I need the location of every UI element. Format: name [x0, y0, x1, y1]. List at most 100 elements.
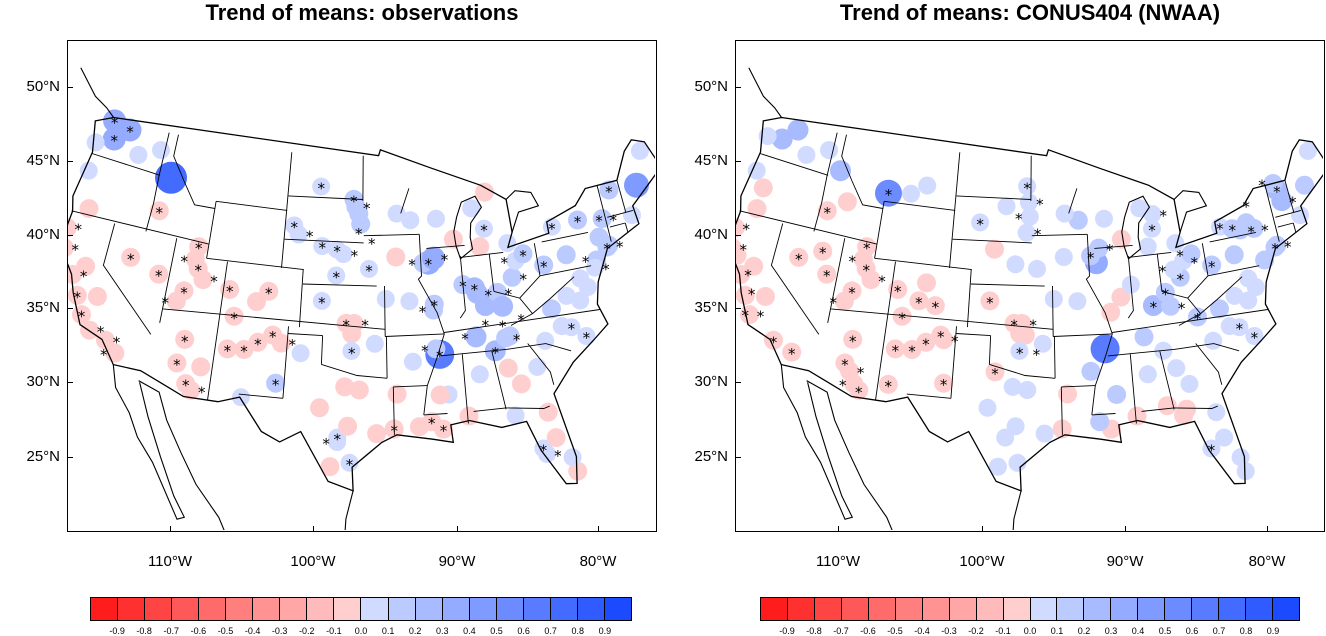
colorbar-bin [334, 598, 361, 620]
colorbar-bin [1246, 598, 1273, 620]
significance-star: * [440, 422, 448, 440]
significance-star: * [155, 267, 163, 285]
significance-star: * [1160, 207, 1168, 225]
station-trend-circle [1095, 210, 1113, 228]
latitude-tick [67, 235, 73, 236]
significance-star: * [1216, 220, 1224, 238]
observations-map: ****************************************… [67, 40, 657, 532]
significance-star: * [230, 309, 238, 327]
station-trend-circle [820, 141, 838, 159]
station-trend-circle [1225, 245, 1244, 264]
colorbar-tick-label: -0.4 [914, 626, 930, 636]
station-trend-circle [1068, 292, 1086, 310]
significance-star: * [181, 332, 189, 350]
state-boundary [174, 135, 215, 209]
colorbar-tick-label: 0.4 [463, 626, 476, 636]
station-trend-circle [88, 287, 107, 306]
significance-star: * [1191, 254, 1199, 272]
colorbar-tick-label: 0.2 [409, 626, 422, 636]
significance-star: * [318, 294, 326, 312]
station-trend-circle [788, 120, 809, 141]
colorbar-tick-label: 0.1 [382, 626, 395, 636]
station-trend-circle [902, 185, 920, 203]
latitude-tick [735, 87, 741, 88]
significance-star: * [333, 243, 341, 261]
station-trend-circle [1130, 199, 1148, 217]
latitude-label: 50°N [678, 78, 728, 95]
significance-star: * [519, 270, 527, 288]
colorbar-bin [443, 598, 470, 620]
significance-star: * [198, 383, 206, 401]
significance-star: * [1247, 223, 1255, 241]
significance-star: * [355, 225, 363, 243]
significance-star: * [554, 447, 562, 465]
station-trend-circle [507, 407, 525, 425]
map-canvas: ****************************************… [68, 41, 655, 530]
station-trend-circle [1006, 255, 1024, 273]
latitude-label: 35°N [678, 299, 728, 316]
station-trend-circle [1018, 381, 1036, 399]
colorbar-bin [1192, 598, 1219, 620]
significance-star: * [180, 284, 188, 302]
significance-star: * [849, 252, 857, 270]
colorbar-tick-label: -0.1 [995, 626, 1011, 636]
significance-star: * [74, 288, 82, 306]
colorbar-bin [551, 598, 578, 620]
station-trend-circle [547, 428, 566, 447]
latitude-label: 40°N [10, 226, 60, 243]
colorbar-tick-label: -0.7 [164, 626, 180, 636]
significance-star: * [915, 294, 923, 312]
significance-star: * [289, 336, 297, 354]
state-boundary [1069, 188, 1077, 213]
colorbar-bin [977, 598, 1004, 620]
station-trend-circle [1028, 260, 1046, 278]
state-boundary [299, 270, 303, 328]
significance-star: * [421, 342, 429, 360]
significance-star: * [1176, 247, 1184, 265]
significance-star: * [226, 283, 234, 301]
coastline [344, 491, 355, 530]
significance-star: * [72, 241, 80, 259]
significance-star: * [75, 221, 83, 239]
significance-star: * [1087, 249, 1095, 267]
station-trend-circle [431, 386, 450, 405]
colorbar-bin [950, 598, 977, 620]
station-trend-circle [564, 448, 582, 466]
station-trend-circle [985, 240, 1004, 259]
significance-star: * [605, 183, 613, 201]
station-trend-circle [80, 162, 98, 180]
significance-star: * [111, 114, 119, 132]
right-panel-title: Trend of means: CONUS404 (NWAA) [735, 0, 1325, 26]
significance-star: * [290, 219, 298, 237]
significance-star: * [898, 309, 906, 327]
significance-star: * [480, 222, 488, 240]
significance-star: * [1148, 222, 1156, 240]
significance-star: * [1023, 179, 1031, 197]
colorbar-tick-label: -0.6 [191, 626, 207, 636]
colorbar-bin [605, 598, 631, 620]
significance-star: * [602, 261, 610, 279]
state-boundary [321, 364, 387, 378]
colorbar-tick-label: 0.6 [517, 626, 530, 636]
significance-star: * [540, 258, 548, 276]
significance-star: * [519, 247, 527, 265]
station-trend-circle [471, 365, 489, 383]
station-trend-circle [1215, 429, 1233, 447]
colorbar-tick-label: -0.5 [218, 626, 234, 636]
colorbar-tick-label: 0.7 [1213, 626, 1226, 636]
significance-star: * [743, 221, 751, 239]
significance-star: * [346, 456, 354, 474]
station-trend-circle [1180, 375, 1198, 393]
significance-star: * [1236, 320, 1244, 338]
significance-star: * [616, 238, 624, 256]
station-trend-circle [1045, 290, 1063, 308]
station-trend-circle [310, 398, 329, 417]
left-panel-title: Trend of means: observations [67, 0, 657, 26]
significance-star: * [319, 239, 327, 257]
colorbar-bin [118, 598, 145, 620]
longitude-tick [1267, 526, 1268, 532]
station-trend-circle [462, 199, 480, 217]
significance-star: * [1178, 299, 1186, 317]
state-boundary [72, 211, 209, 244]
station-trend-circle [1139, 365, 1157, 383]
